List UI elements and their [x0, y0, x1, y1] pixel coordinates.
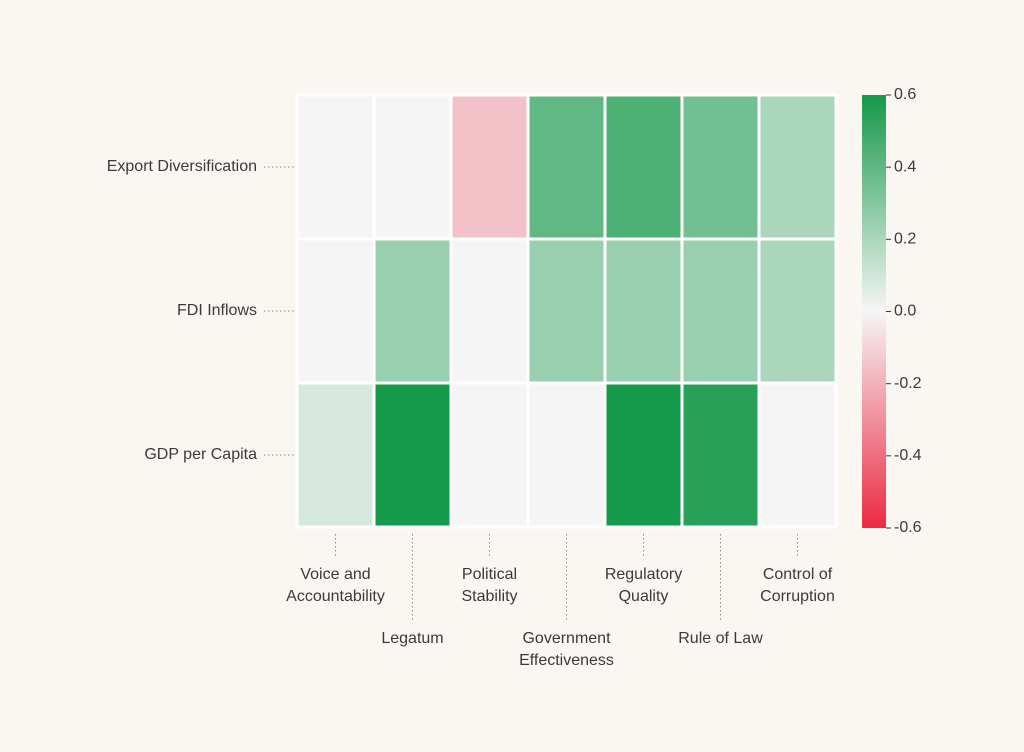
heatmap-cell: [603, 237, 684, 385]
heatmap-cell: [757, 93, 838, 241]
heatmap-cell: [372, 237, 453, 385]
column-label: Legatum: [381, 630, 443, 647]
heatmap-cell: [295, 93, 376, 241]
heatmap-cell: [603, 381, 684, 529]
row-label: GDP per Capita: [144, 446, 257, 463]
column-label: Government Effectiveness: [519, 630, 614, 669]
colorbar-tick-label: -0.2: [894, 375, 922, 392]
column-label: Control of Corruption: [760, 566, 835, 605]
heatmap-cell: [295, 381, 376, 529]
heatmap-cell: [449, 237, 530, 385]
row-label: FDI Inflows: [177, 302, 257, 319]
heatmap-cell: [449, 93, 530, 241]
heatmap-cell: [295, 237, 376, 385]
colorbar-tick-label: 0.2: [894, 231, 916, 248]
heatmap-cell: [526, 381, 607, 529]
row-labels: Export Diversification FDI Inflows GDP per…: [107, 158, 294, 463]
heatmap-cell: [680, 237, 761, 385]
heatmap-cell: [603, 93, 684, 241]
colorbar-tick-label: -0.6: [894, 519, 922, 536]
heatmap-cells: [295, 93, 838, 529]
heatmap-cell: [372, 93, 453, 241]
column-label: Regulatory Quality: [605, 566, 682, 605]
heatmap-cell: [449, 381, 530, 529]
heatmap-cell: [526, 237, 607, 385]
column-label: Rule of Law: [678, 630, 763, 647]
colorbar-tick-label: 0.4: [894, 158, 916, 175]
colorbar: [862, 95, 886, 528]
column-labels: Voice and Accountability Legatum Political S…: [286, 534, 835, 669]
heatmap-cell: [526, 93, 607, 241]
colorbar-tick-label: 0.6: [894, 86, 916, 103]
colorbar-ticks: 0.6 0.4 0.2 0.0 -0.2 -0.4 -0.6: [886, 86, 922, 536]
heatmap-cell: [757, 237, 838, 385]
column-label: Political Stability: [461, 566, 517, 605]
heatmap-cell: [680, 381, 761, 529]
row-label: Export Diversification: [107, 158, 257, 175]
heatmap-cell: [372, 381, 453, 529]
colorbar-tick-label: -0.4: [894, 447, 922, 464]
heatmap-cell: [757, 381, 838, 529]
column-label: Voice and Accountability: [286, 566, 385, 605]
colorbar-tick-label: 0.0: [894, 303, 916, 320]
heatmap-cell: [680, 93, 761, 241]
